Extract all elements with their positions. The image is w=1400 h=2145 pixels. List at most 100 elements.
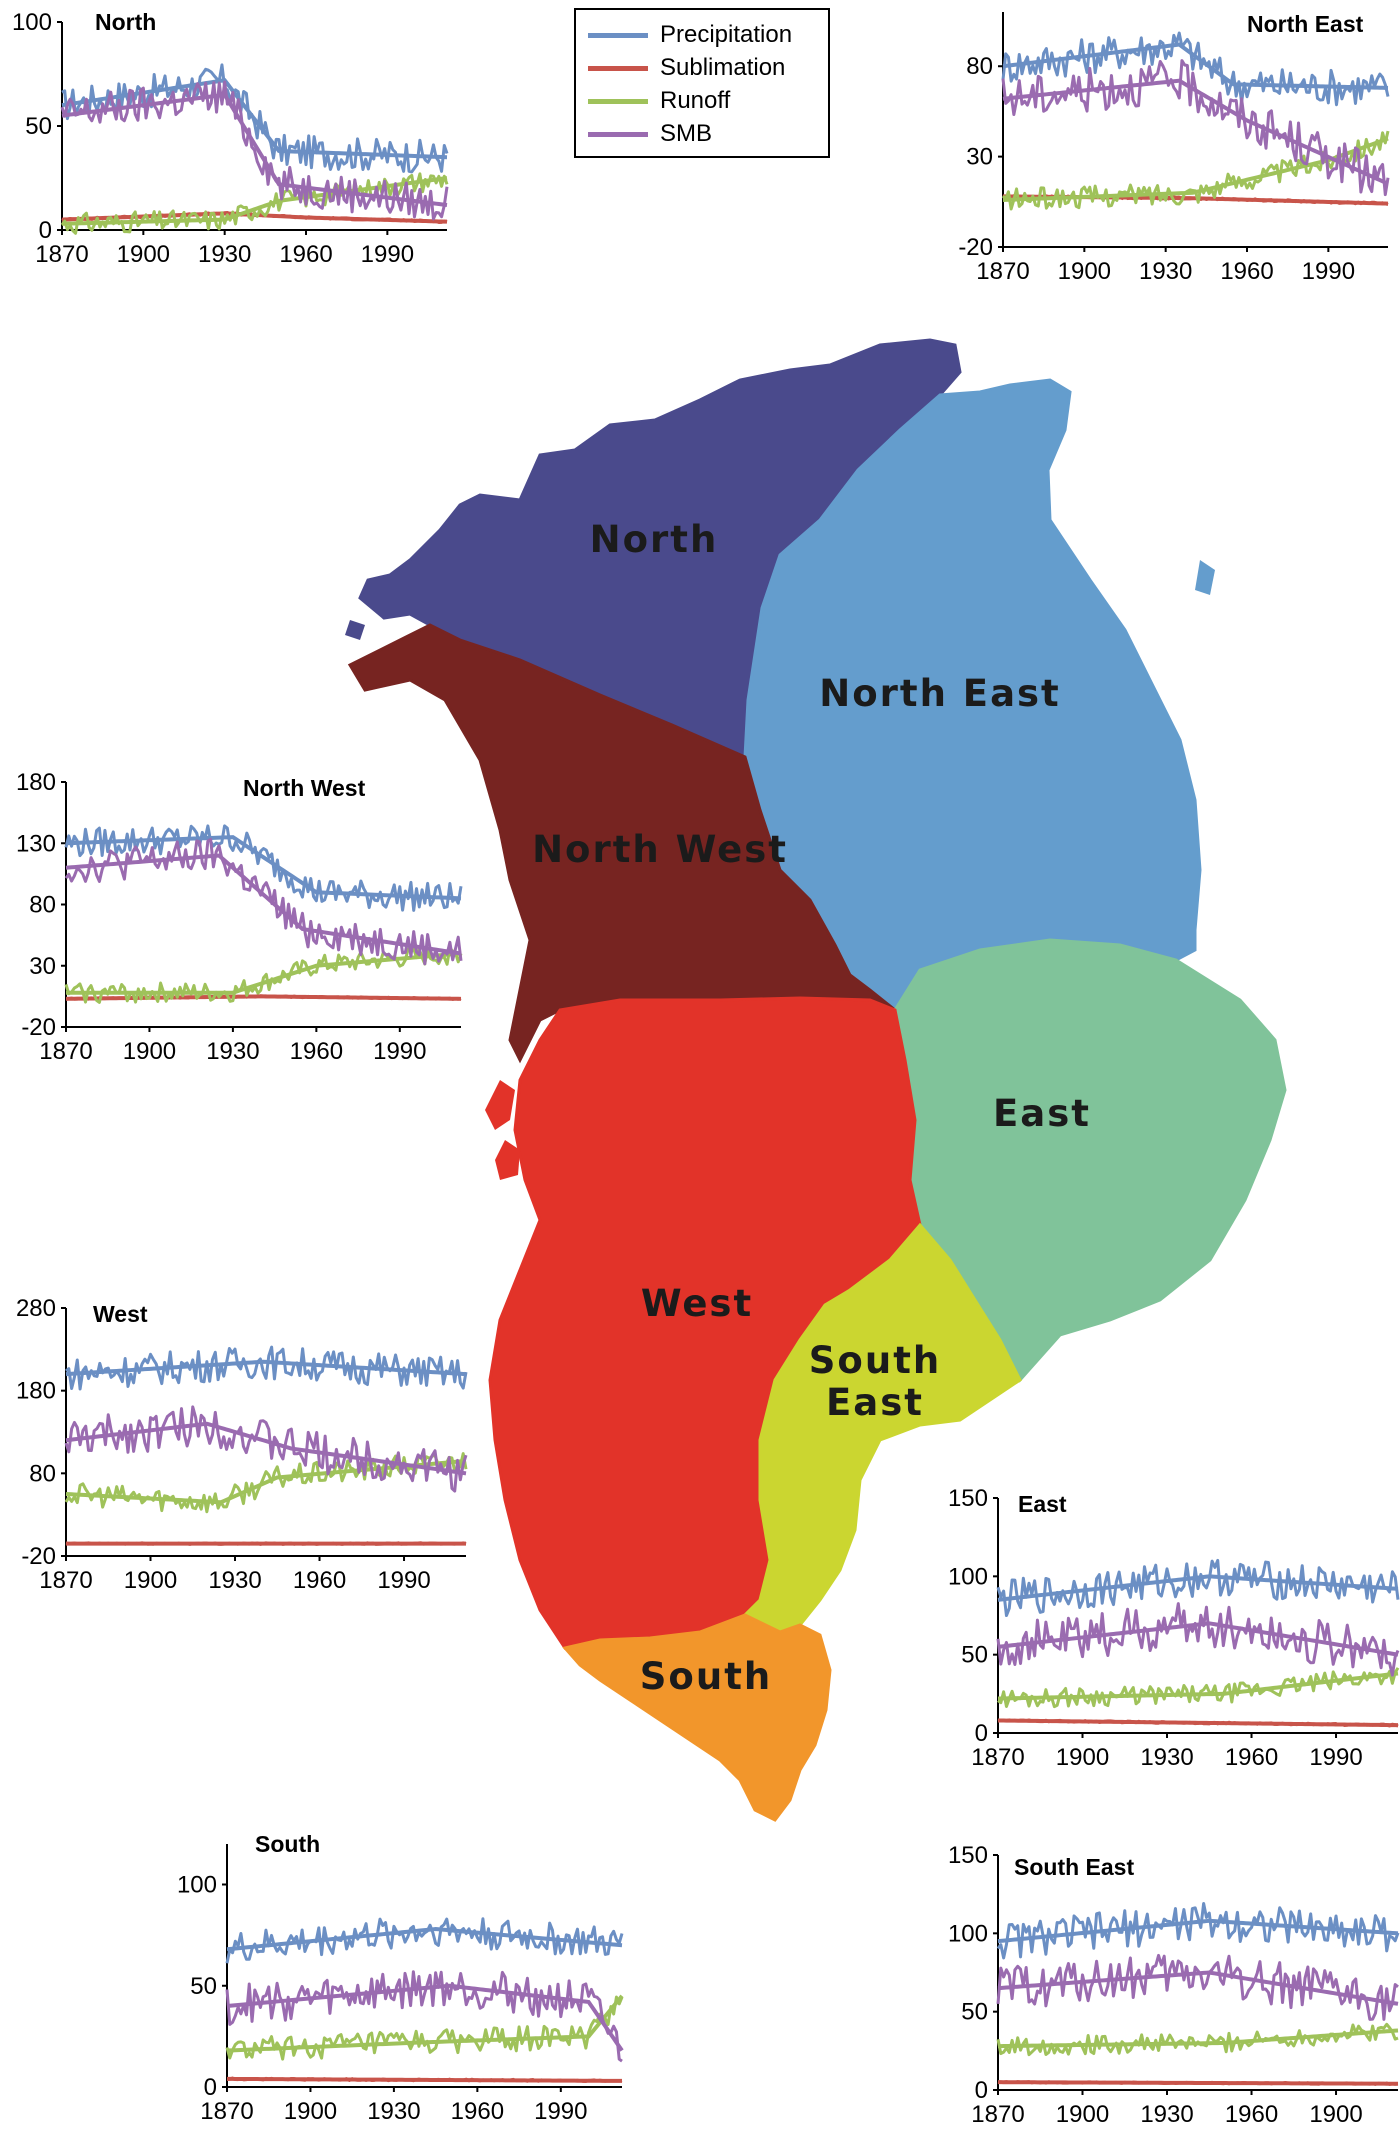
x-tick-label: 1930	[1139, 258, 1192, 285]
y-tick-label: 50	[25, 113, 52, 140]
y-tick-label: 0	[39, 217, 52, 244]
coastal-islands	[345, 560, 1215, 1180]
y-tick-label: 150	[948, 1485, 988, 1512]
legend-swatch-runoff	[588, 98, 648, 104]
chart-title: North West	[243, 775, 366, 801]
series-line-runoff	[996, 2022, 1399, 2057]
x-tick-label: 1960	[293, 1567, 346, 1594]
series-line-runoff	[60, 172, 449, 235]
chart-title: South	[255, 1831, 320, 1857]
series-line-runoff	[997, 1667, 1400, 1709]
series-mean-smb	[997, 1970, 1399, 2006]
chart-svg: West -20 80 180 280 1870 1900 1930 1960 1990	[16, 1295, 468, 1594]
y-tick-label: -20	[21, 1014, 56, 1041]
series-mean-sublimation	[65, 994, 462, 1001]
region-label-south: South	[640, 1655, 772, 1698]
y-tick-label: 0	[975, 2077, 988, 2104]
x-tick-label: 1870	[35, 241, 88, 268]
series-mean-sublimation	[226, 2076, 623, 2083]
x-tick-label: 1900	[1056, 2101, 1109, 2128]
x-tick-label: 1960	[279, 241, 332, 268]
x-tick-label: 1960	[290, 1038, 343, 1065]
chart-title: South East	[1014, 1854, 1134, 1880]
y-tick-label: 80	[966, 53, 993, 80]
series-mean-precipitation	[226, 1927, 623, 1952]
series-mean-smb	[65, 853, 462, 956]
region-label-east: East	[993, 1092, 1091, 1135]
series-mean-runoff	[997, 1671, 1399, 1701]
x-tick-label: 1870	[971, 1744, 1024, 1771]
y-tick-label: 50	[961, 1642, 988, 1669]
chart-svg: South 0 50 100 1870 1900 1930 1960 1990	[177, 1831, 624, 2125]
y-tick-label: 50	[961, 1999, 988, 2026]
series-line-precipitation	[225, 1917, 624, 1964]
series-mean-sublimation	[997, 2080, 1399, 2086]
x-tick-label: 1900	[124, 1567, 177, 1594]
x-tick-label: 1900	[123, 1038, 176, 1065]
y-tick-label: 100	[12, 9, 52, 36]
series-mean-runoff	[226, 1994, 624, 2053]
y-tick-label: 130	[16, 830, 56, 857]
chart-title: East	[1018, 1491, 1067, 1517]
y-tick-label: 180	[16, 1378, 56, 1405]
y-tick-label: 280	[16, 1295, 56, 1322]
series-line-precipitation	[996, 1901, 1400, 1960]
basin-south-east	[742, 1222, 1022, 1634]
x-tick-label: 1900	[1056, 1744, 1109, 1771]
x-tick-label: 1900	[1309, 2101, 1362, 2128]
chart-svg: North 0 50 100 1870 1900 1930 1960 1990	[12, 9, 449, 268]
region-label-north-west: North West	[532, 828, 788, 871]
series-line-smb	[64, 837, 463, 966]
x-tick-label: 1960	[1225, 2101, 1278, 2128]
y-tick-label: -20	[21, 1543, 56, 1570]
y-tick-label: 150	[948, 1842, 988, 1869]
region-label-south-east-0: South	[809, 1339, 941, 1382]
series-mean-smb	[65, 1421, 467, 1476]
x-tick-label: 1930	[1140, 2101, 1193, 2128]
chart-east: East 0 50 100 150 1870 1900 1930 1960 1990	[930, 1484, 1400, 1789]
x-tick-label: 1960	[1225, 1744, 1278, 1771]
y-tick-label: 0	[975, 1720, 988, 1747]
y-tick-label: 180	[16, 769, 56, 796]
x-tick-label: 1960	[1220, 258, 1273, 285]
region-label-south-east-1: East	[826, 1381, 924, 1424]
series-line-precipitation	[1001, 31, 1390, 107]
y-tick-label: -20	[958, 234, 993, 261]
chart-north-east: North East -20 30 80 1870 1900 1930 1960 1990	[935, 0, 1400, 305]
chart-title: North East	[1247, 11, 1364, 37]
basin-south	[562, 1613, 832, 1822]
chart-south-east: South East 0 50 100 150 1870 1900 1930 1960 1900	[930, 1842, 1400, 2140]
chart-svg: North West -20 30 80 130 180 1870 1900 1930 1960 1…	[16, 769, 463, 1065]
x-tick-label: 1930	[208, 1567, 261, 1594]
y-tick-label: 80	[29, 892, 56, 919]
legend-item-precipitation: Precipitation	[588, 20, 792, 50]
x-tick-label: 1990	[534, 2098, 587, 2125]
y-tick-label: 100	[177, 1872, 217, 1899]
x-tick-label: 1930	[198, 241, 251, 268]
x-tick-label: 1870	[39, 1567, 92, 1594]
series-line-smb	[225, 1970, 623, 2063]
series-mean-smb	[997, 1621, 1399, 1657]
series-line-smb	[60, 80, 449, 221]
chart-north-west: North West -20 30 80 130 180 1870 1900 1930 1960 1…	[0, 768, 470, 1073]
series-mean-precipitation	[997, 1574, 1399, 1602]
x-tick-label: 1900	[284, 2098, 337, 2125]
series-line-runoff	[64, 1452, 468, 1514]
series-mean-precipitation	[997, 1918, 1399, 1944]
x-tick-label: 1900	[1058, 258, 1111, 285]
series-line-smb	[64, 1405, 468, 1493]
chart-svg: North East -20 30 80 1870 1900 1930 1960 1990	[958, 11, 1390, 285]
y-tick-label: 50	[190, 1973, 217, 2000]
x-tick-label: 1990	[373, 1038, 426, 1065]
chart-svg: East 0 50 100 150 1870 1900 1930 1960 1990	[948, 1485, 1400, 1771]
x-tick-label: 1870	[39, 1038, 92, 1065]
x-tick-label: 1900	[117, 241, 170, 268]
legend-label: Runoff	[660, 87, 731, 114]
y-tick-label: 30	[29, 953, 56, 980]
region-label-north: North	[590, 518, 719, 561]
legend-item-sublimation: Sublimation	[588, 53, 785, 83]
series-line-precipitation	[64, 824, 463, 912]
region-label-west: West	[641, 1282, 753, 1325]
x-tick-label: 1930	[1140, 1744, 1193, 1771]
